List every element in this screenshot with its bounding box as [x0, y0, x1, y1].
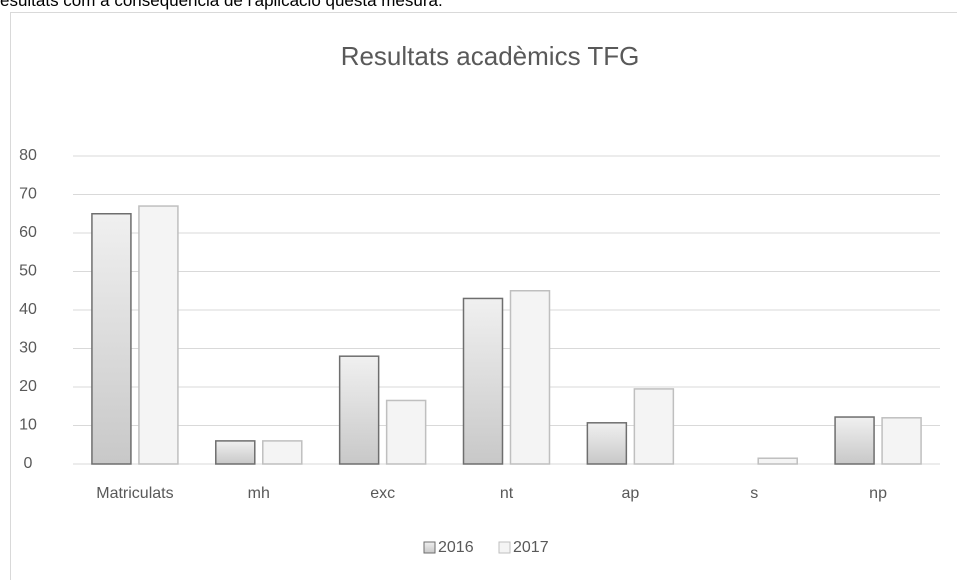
x-tick-label: nt: [500, 485, 514, 502]
bar: [462, 297, 504, 465]
bar: [138, 205, 179, 465]
y-tick-label: 80: [19, 147, 37, 164]
legend-label: 2017: [513, 539, 549, 556]
x-tick-label: Matriculats: [96, 485, 173, 502]
chart-title: Resultats acadèmics TFG: [341, 41, 640, 71]
y-tick-label: 0: [24, 455, 33, 472]
y-tick-label: 40: [19, 301, 37, 318]
x-tick-label: s: [750, 485, 758, 502]
bar: [633, 388, 675, 465]
bar: [586, 422, 628, 465]
y-tick-label: 10: [19, 417, 37, 434]
bar: [91, 213, 132, 465]
y-tick-label: 30: [19, 340, 37, 357]
legend-swatch: [498, 541, 511, 554]
bar: [834, 416, 875, 465]
bar: [385, 399, 427, 465]
bar: [338, 355, 380, 465]
x-tick-label: np: [869, 485, 887, 502]
y-tick-label: 60: [19, 224, 37, 241]
y-tick-label: 20: [19, 378, 37, 395]
x-tick-label: ap: [621, 485, 639, 502]
intro-text: esultats com a conseqüència de l'aplicac…: [0, 0, 443, 10]
legend-label: 2016: [438, 539, 474, 556]
bar: [215, 440, 256, 465]
chart-frame: [10, 12, 957, 580]
bar: [262, 440, 303, 465]
bar: [881, 417, 922, 465]
y-tick-label: 50: [19, 263, 37, 280]
y-tick-label: 70: [19, 186, 37, 203]
x-tick-label: exc: [370, 485, 395, 502]
bar: [509, 290, 551, 465]
bar: [757, 457, 798, 465]
legend-swatch: [423, 541, 436, 554]
x-tick-label: mh: [248, 485, 270, 502]
